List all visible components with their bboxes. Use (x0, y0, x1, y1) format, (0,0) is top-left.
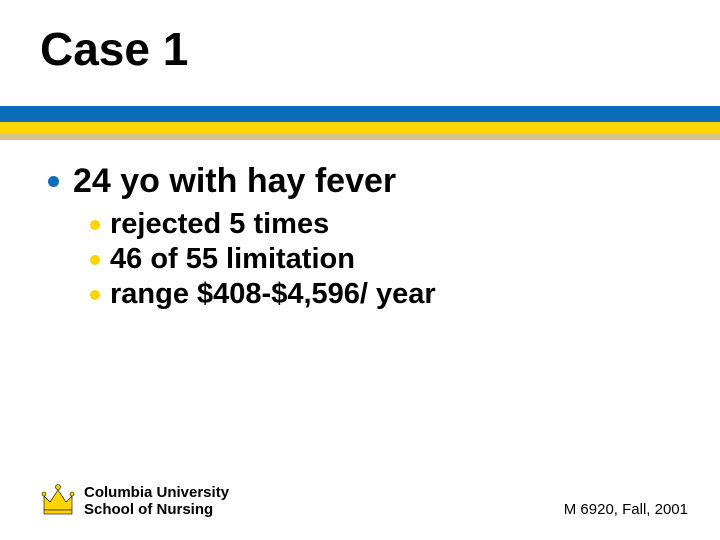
divider-tan (0, 134, 720, 140)
crown-icon (38, 480, 78, 518)
footer-line2: School of Nursing (84, 501, 229, 518)
sub-bullet-text: rejected 5 times (110, 208, 329, 241)
divider-yellow (0, 122, 720, 134)
main-bullet-text: 24 yo with hay fever (73, 162, 396, 201)
bullet-dot-icon (48, 176, 59, 187)
sub-bullet: rejected 5 times (90, 208, 436, 241)
sub-bullet: range $408-$4,596/ year (90, 278, 436, 311)
footer-line1: Columbia University (84, 484, 229, 501)
main-bullet: 24 yo with hay fever (48, 162, 396, 201)
sub-bullet-text: 46 of 55 limitation (110, 243, 355, 276)
divider-blue (0, 106, 720, 122)
sub-bullet-dot-icon (90, 290, 100, 300)
sub-bullet-list: rejected 5 times 46 of 55 limitation ran… (90, 208, 436, 313)
sub-bullet-dot-icon (90, 255, 100, 265)
footer-institution: Columbia University School of Nursing (84, 484, 229, 519)
sub-bullet-text: range $408-$4,596/ year (110, 278, 436, 311)
slide-title: Case 1 (40, 22, 188, 76)
sub-bullet: 46 of 55 limitation (90, 243, 436, 276)
footer-course: M 6920, Fall, 2001 (564, 501, 688, 518)
sub-bullet-dot-icon (90, 220, 100, 230)
slide: Case 1 24 yo with hay fever rejected 5 t… (0, 0, 720, 540)
